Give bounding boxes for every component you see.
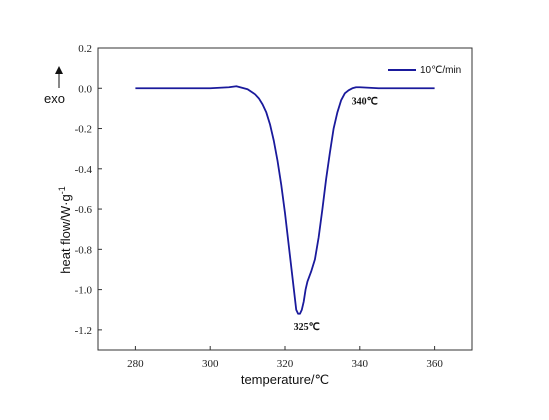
series-layer xyxy=(135,85,435,315)
annotation-layer: 325℃ 340℃ xyxy=(294,96,378,332)
y-tick-label: -0.4 xyxy=(75,164,93,176)
exo-arrowhead-icon xyxy=(55,66,63,74)
y-tick-label: 0.2 xyxy=(78,43,92,55)
y-tick-label: -0.8 xyxy=(75,244,93,256)
y-axis-title: heat flow/W·g-1 xyxy=(57,186,73,274)
y-tick-label: 0.0 xyxy=(78,83,92,95)
y-tick-label: -1.2 xyxy=(75,325,92,337)
y-tick-label: -0.2 xyxy=(75,124,92,136)
exo-indicator: exo xyxy=(44,66,65,106)
x-axis-label: temperature/℃ xyxy=(241,372,329,387)
y-axis-ticks: 0.2 0.0 -0.2 -0.4 -0.6 -0.8 -1.0 -1.2 xyxy=(75,43,102,337)
annotation-label: 340℃ xyxy=(352,96,378,107)
legend-label: 10℃/min xyxy=(420,65,461,76)
x-tick-label: 360 xyxy=(426,358,443,370)
annotation-label: 325℃ xyxy=(294,322,320,333)
y-axis-label: heat flow/W·g-1 xyxy=(57,186,73,274)
x-axis-ticks: 280 300 320 340 360 xyxy=(127,346,443,370)
series-line xyxy=(135,85,435,315)
x-tick-label: 280 xyxy=(127,358,144,370)
legend: 10℃/min xyxy=(388,65,461,76)
exo-label: exo xyxy=(44,91,65,106)
y-tick-label: -1.0 xyxy=(75,285,93,297)
x-tick-label: 320 xyxy=(277,358,294,370)
x-tick-label: 300 xyxy=(202,358,219,370)
x-tick-label: 340 xyxy=(352,358,369,370)
y-tick-label: -0.6 xyxy=(75,204,93,216)
